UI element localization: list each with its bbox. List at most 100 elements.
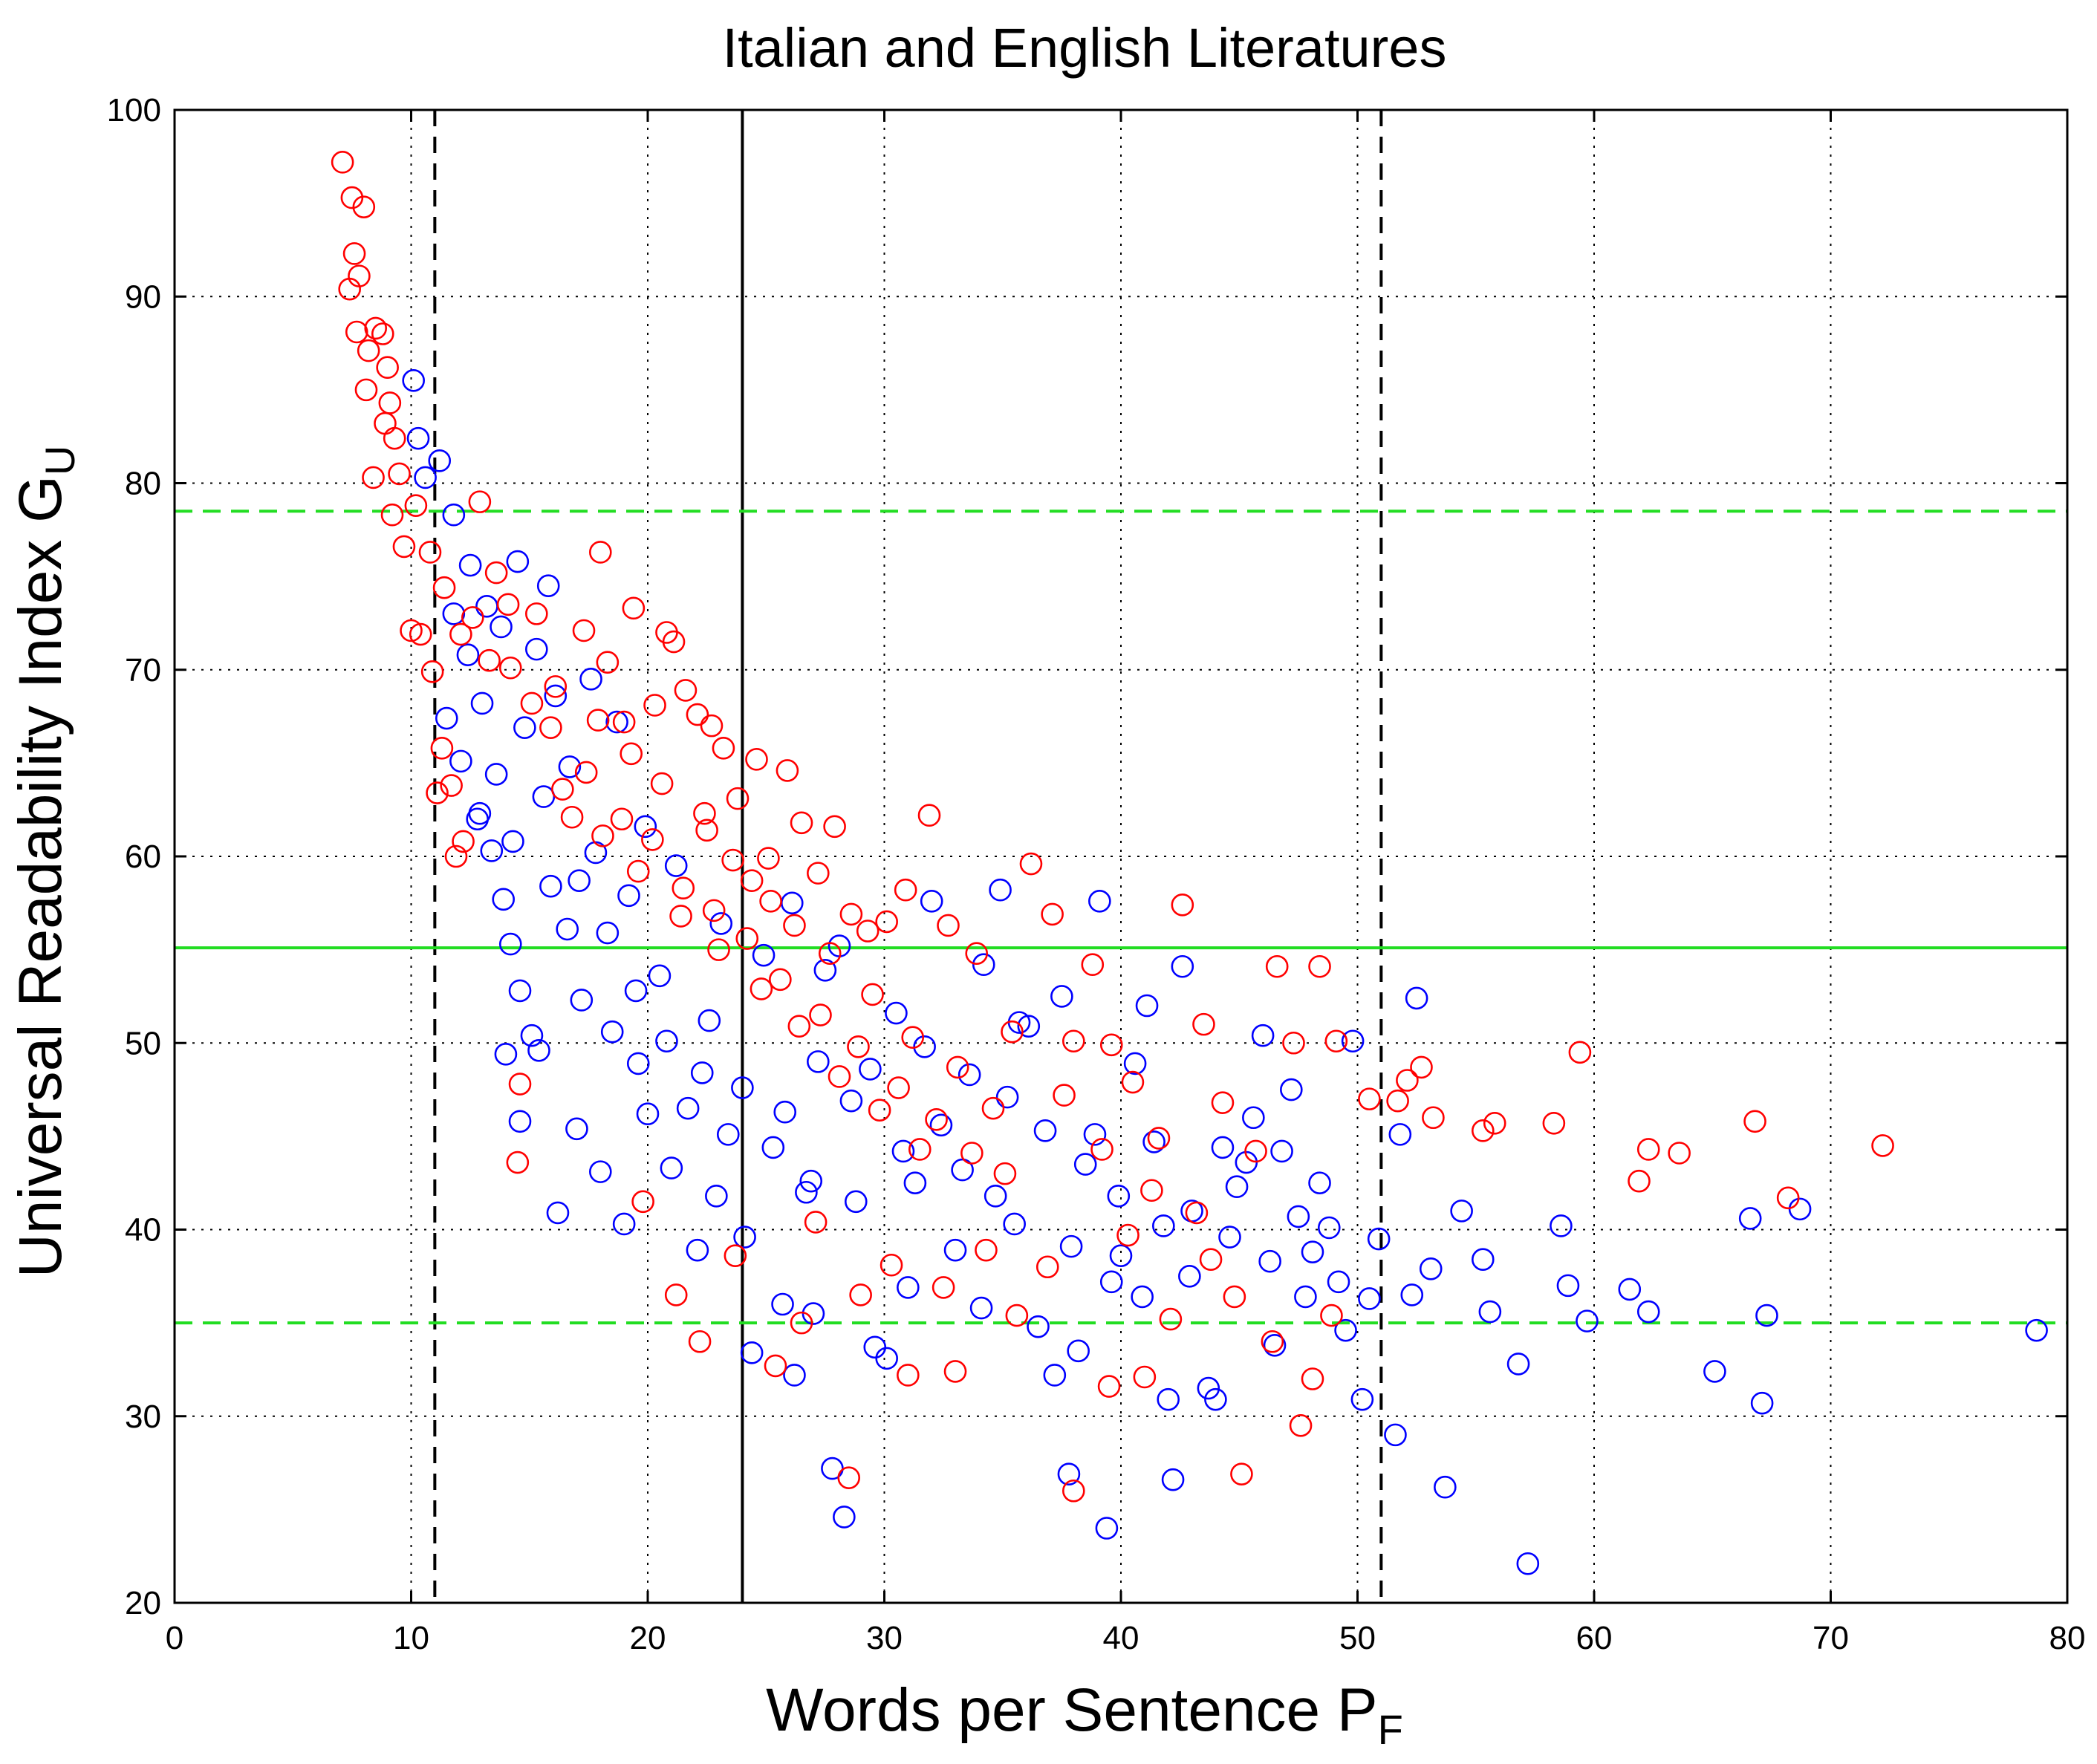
data-point — [752, 943, 776, 967]
data-point — [1225, 1175, 1249, 1199]
data-point — [913, 1035, 936, 1058]
data-point — [612, 710, 636, 734]
data-point — [1244, 1139, 1267, 1163]
data-point — [969, 1296, 993, 1320]
data-point — [380, 503, 404, 527]
data-point — [1053, 1084, 1076, 1107]
x-tick-label: 40 — [1103, 1620, 1139, 1656]
data-point — [828, 1065, 851, 1088]
data-point — [887, 1076, 910, 1099]
data-point — [676, 1096, 700, 1120]
data-point — [750, 977, 773, 1000]
data-point — [1199, 1248, 1223, 1271]
data-point — [1218, 1226, 1241, 1249]
data-point — [539, 874, 562, 898]
data-point — [1131, 1285, 1154, 1309]
data-point — [1033, 1119, 1057, 1142]
data-point — [1067, 1339, 1090, 1363]
data-point — [1738, 1207, 1762, 1230]
data-point — [664, 1283, 688, 1306]
data-point — [409, 622, 432, 646]
data-point — [634, 815, 657, 839]
data-point — [449, 622, 472, 646]
data-point — [492, 888, 516, 911]
data-point — [556, 917, 579, 941]
data-point — [1258, 1249, 1281, 1273]
data-point — [1628, 1169, 1651, 1193]
data-point — [721, 848, 744, 872]
data-point — [414, 466, 437, 489]
data-point — [1871, 1134, 1894, 1157]
y-tick-label: 100 — [107, 92, 161, 128]
data-point — [1211, 1091, 1235, 1114]
data-point — [1043, 1364, 1067, 1387]
x-tick-label: 70 — [1812, 1620, 1849, 1656]
data-points — [331, 151, 2048, 1575]
data-point — [1159, 1307, 1183, 1331]
data-point — [837, 1466, 861, 1489]
data-point — [626, 1052, 650, 1075]
data-point — [1320, 1304, 1343, 1327]
data-point — [600, 1020, 624, 1044]
data-point — [664, 854, 688, 877]
data-point — [885, 1001, 908, 1025]
data-point — [1097, 1375, 1121, 1398]
data-point — [1265, 954, 1289, 978]
data-point — [660, 1156, 683, 1179]
data-point — [354, 378, 378, 402]
data-point — [965, 942, 989, 965]
y-axis-label: Universal Readability Index GU — [7, 446, 83, 1278]
data-point — [478, 648, 501, 672]
data-point — [383, 426, 406, 450]
data-point — [856, 920, 880, 943]
data-point — [1036, 1255, 1059, 1279]
data-point — [993, 1162, 1017, 1185]
data-point — [875, 1347, 898, 1370]
data-point — [1506, 1353, 1530, 1376]
data-point — [1750, 1391, 1774, 1415]
data-point — [442, 602, 466, 625]
data-point — [1171, 954, 1194, 978]
x-axis-label: Words per Sentence PF — [766, 1676, 1403, 1753]
data-point — [1308, 1171, 1331, 1194]
data-point — [544, 675, 568, 698]
data-point — [686, 1238, 709, 1262]
data-point — [1171, 894, 1194, 917]
data-point — [847, 1035, 870, 1058]
data-point — [859, 1058, 882, 1081]
data-point — [1062, 1479, 1085, 1503]
data-point — [432, 576, 456, 599]
data-point — [1057, 1462, 1081, 1485]
data-point — [1135, 994, 1159, 1018]
data-point — [733, 1226, 756, 1249]
data-point — [833, 1506, 856, 1529]
data-point — [650, 772, 674, 795]
x-tick-label: 30 — [866, 1620, 903, 1656]
data-point — [1636, 1300, 1660, 1324]
data-point — [444, 844, 468, 868]
data-point — [428, 449, 452, 472]
data-point — [901, 1026, 925, 1049]
data-point — [795, 1180, 818, 1204]
reference-lines — [175, 110, 2067, 1603]
data-point — [686, 703, 709, 726]
data-point — [435, 706, 458, 730]
y-tick-label: 70 — [125, 652, 161, 689]
data-point — [925, 1107, 948, 1131]
data-point — [1109, 1244, 1133, 1267]
data-point — [690, 1061, 714, 1084]
data-point — [1157, 1387, 1180, 1411]
data-point — [1516, 1552, 1540, 1575]
data-point — [596, 651, 620, 674]
data-point — [508, 979, 532, 1003]
data-point — [764, 1354, 787, 1378]
data-point — [1317, 1216, 1341, 1240]
data-point — [757, 847, 780, 870]
data-point — [461, 606, 484, 629]
data-point — [466, 807, 489, 831]
data-point — [655, 1029, 678, 1053]
data-point — [943, 1360, 967, 1383]
y-tick-label: 30 — [125, 1399, 161, 1435]
data-point — [1542, 1111, 1566, 1135]
data-point — [1405, 986, 1428, 1010]
